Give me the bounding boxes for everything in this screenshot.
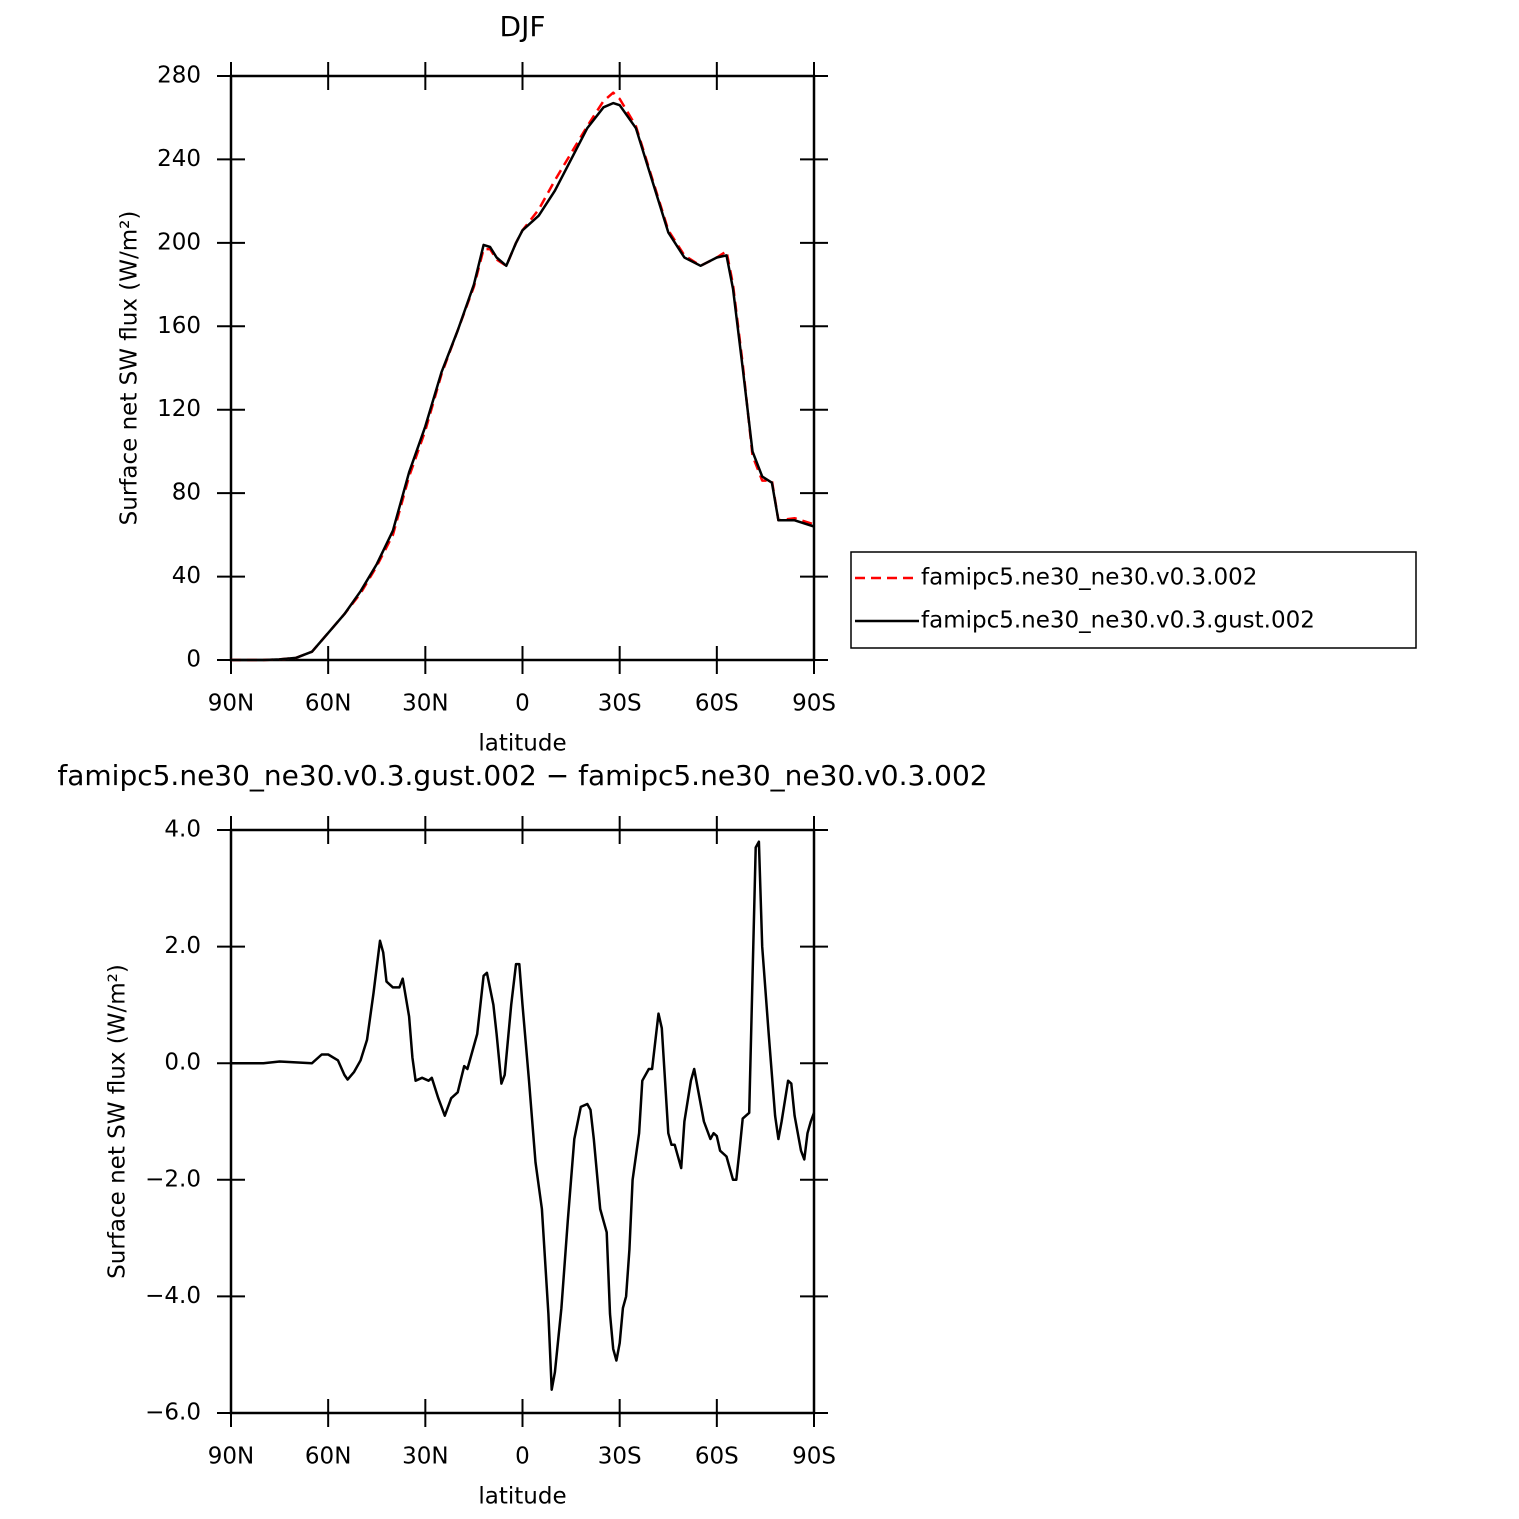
legend-box xyxy=(850,551,1417,649)
y-tick-label: 160 xyxy=(157,313,201,339)
y-tick-label: 200 xyxy=(157,229,201,255)
y-axis-label: Surface net SW flux (W/m²) xyxy=(117,211,143,526)
x-tick-label: 30S xyxy=(598,691,642,717)
data-line xyxy=(231,840,816,1391)
x-tick-label: 90S xyxy=(792,1444,836,1470)
y-tick-label: 280 xyxy=(157,63,201,89)
y-tick-label: 40 xyxy=(172,563,201,589)
data-line xyxy=(231,101,815,662)
y-tick-label: 240 xyxy=(157,146,201,172)
x-tick-label: 0 xyxy=(515,691,530,717)
legend-label: famipc5.ne30_ne30.v0.3.gust.002 xyxy=(921,608,1315,634)
y-tick-label: −2.0 xyxy=(145,1166,201,1192)
x-tick-label: 90S xyxy=(792,691,836,717)
x-tick-label: 30S xyxy=(598,1444,642,1470)
x-axis-label: latitude xyxy=(478,1484,566,1510)
x-tick-label: 60N xyxy=(305,691,351,717)
x-axis-label: latitude xyxy=(478,731,566,757)
y-tick-label: 2.0 xyxy=(164,933,201,959)
legend-label: famipc5.ne30_ne30.v0.3.002 xyxy=(921,565,1257,591)
y-tick-label: −6.0 xyxy=(145,1400,201,1426)
data-line xyxy=(231,91,815,662)
y-tick-label: 80 xyxy=(172,480,201,506)
y-tick-label: 0.0 xyxy=(164,1050,201,1076)
plot-frame xyxy=(229,828,816,1415)
plot-frame xyxy=(229,74,816,662)
x-tick-label: 30N xyxy=(402,1444,448,1470)
x-tick-label: 30N xyxy=(402,691,448,717)
x-tick-label: 90N xyxy=(208,1444,254,1470)
x-tick-label: 60S xyxy=(695,691,739,717)
x-tick-label: 0 xyxy=(515,1444,530,1470)
x-tick-label: 60N xyxy=(305,1444,351,1470)
y-tick-label: 4.0 xyxy=(164,817,201,843)
chart-title: famipc5.ne30_ne30.v0.3.gust.002 − famipc… xyxy=(57,759,987,792)
y-tick-label: 0 xyxy=(186,647,201,673)
y-axis-label: Surface net SW flux (W/m²) xyxy=(105,964,131,1279)
x-tick-label: 60S xyxy=(695,1444,739,1470)
y-tick-label: −4.0 xyxy=(145,1283,201,1309)
y-tick-label: 120 xyxy=(157,396,201,422)
x-tick-label: 90N xyxy=(208,691,254,717)
chart-title: DJF xyxy=(500,10,546,43)
